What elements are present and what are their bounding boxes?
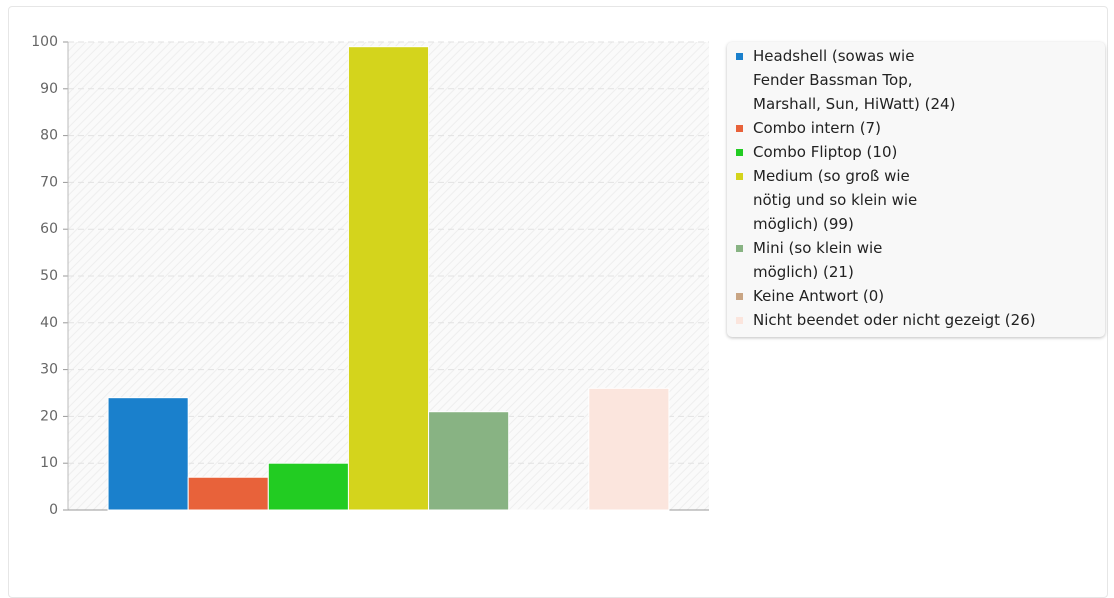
legend-swatch [736, 245, 743, 252]
y-tick-label: 20 [40, 408, 58, 424]
bar [588, 387, 670, 511]
y-tick-label: 50 [40, 268, 58, 284]
y-tick-label: 30 [40, 362, 58, 378]
y-tick-label: 80 [40, 128, 58, 144]
legend-item[interactable]: Mini (so klein wie möglich) (21) [727, 236, 1105, 284]
legend-swatch [736, 317, 743, 324]
bar [347, 46, 430, 511]
legend-label: Combo intern (7) [753, 119, 881, 137]
y-tick-label: 90 [40, 81, 58, 97]
y-tick-label: 100 [31, 34, 58, 50]
legend-label: Keine Antwort (0) [753, 287, 885, 305]
bar [508, 509, 590, 512]
legend-swatch [736, 125, 743, 132]
legend-item[interactable]: Keine Antwort (0) [727, 284, 1105, 308]
legend-label: Headshell (sowas wie Fender Bassman Top,… [753, 47, 956, 113]
y-tick-label: 60 [40, 221, 58, 237]
y-tick-label: 40 [40, 315, 58, 331]
chart: 0 10 20 30 40 50 60 70 80 90 100 [31, 34, 709, 518]
page: 0 10 20 30 40 50 60 70 80 90 100 Headshell (sowas … [8, 6, 1108, 598]
y-tick-label: 0 [49, 502, 58, 518]
legend-item[interactable]: Medium (so groß wie nötig und so klein w… [727, 164, 1105, 236]
legend-swatch [736, 173, 743, 180]
legend-item[interactable]: Combo intern (7) [727, 116, 1105, 140]
legend-swatch [736, 53, 743, 60]
legend-label: Combo Fliptop (10) [753, 143, 898, 161]
legend: Headshell (sowas wie Fender Bassman Top,… [727, 42, 1105, 337]
legend-swatch [736, 293, 743, 300]
y-tick-label: 10 [40, 455, 58, 471]
bar [428, 411, 510, 511]
bar [267, 462, 349, 511]
legend-swatch [736, 149, 743, 156]
y-tick-label: 70 [40, 174, 58, 190]
bar [107, 397, 189, 511]
legend-item[interactable]: Headshell (sowas wie Fender Bassman Top,… [727, 44, 1105, 116]
legend-label: Mini (so klein wie möglich) (21) [753, 239, 883, 281]
bar [187, 476, 269, 511]
legend-label: Nicht beendet oder nicht gezeigt (26) [753, 311, 1036, 329]
legend-item[interactable]: Nicht beendet oder nicht gezeigt (26) [727, 308, 1105, 332]
legend-item[interactable]: Combo Fliptop (10) [727, 140, 1105, 164]
legend-label: Medium (so groß wie nötig und so klein w… [753, 167, 918, 233]
